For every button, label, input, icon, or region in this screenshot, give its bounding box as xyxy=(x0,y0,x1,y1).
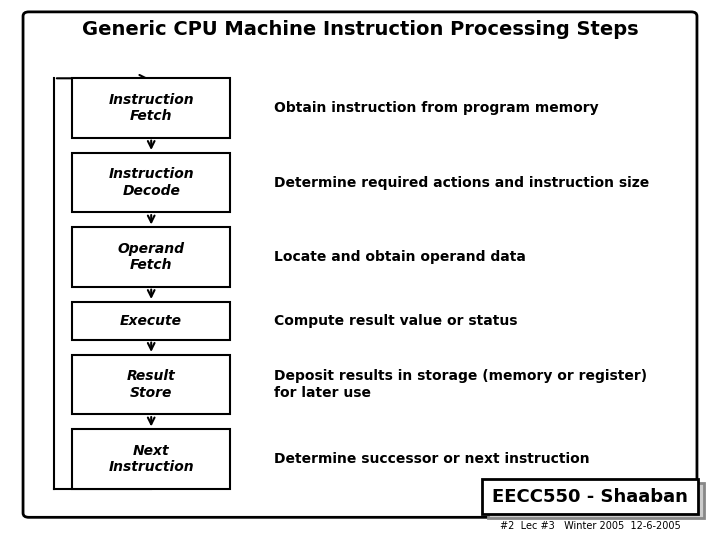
Bar xyxy=(72,429,230,489)
Text: Determine successor or next instruction: Determine successor or next instruction xyxy=(274,452,589,466)
Text: Instruction
Fetch: Instruction Fetch xyxy=(109,93,194,123)
Bar xyxy=(72,78,230,138)
Bar xyxy=(488,483,704,518)
Bar xyxy=(72,302,230,340)
Text: Compute result value or status: Compute result value or status xyxy=(274,314,517,328)
Text: Locate and obtain operand data: Locate and obtain operand data xyxy=(274,250,526,264)
Text: Instruction
Decode: Instruction Decode xyxy=(109,167,194,198)
Text: Execute: Execute xyxy=(120,314,182,328)
Bar xyxy=(482,479,698,514)
Text: Obtain instruction from program memory: Obtain instruction from program memory xyxy=(274,101,598,115)
Text: Deposit results in storage (memory or register)
for later use: Deposit results in storage (memory or re… xyxy=(274,369,647,400)
Text: Determine required actions and instruction size: Determine required actions and instructi… xyxy=(274,176,649,190)
Text: Generic CPU Machine Instruction Processing Steps: Generic CPU Machine Instruction Processi… xyxy=(81,20,639,39)
Bar xyxy=(72,355,230,414)
Text: Operand
Fetch: Operand Fetch xyxy=(117,242,185,272)
Bar xyxy=(72,227,230,287)
FancyBboxPatch shape xyxy=(23,12,697,517)
Text: #2  Lec #3   Winter 2005  12-6-2005: #2 Lec #3 Winter 2005 12-6-2005 xyxy=(500,521,681,531)
Text: EECC550 - Shaaban: EECC550 - Shaaban xyxy=(492,488,688,505)
Text: Next
Instruction: Next Instruction xyxy=(109,444,194,474)
Text: Result
Store: Result Store xyxy=(127,369,176,400)
Bar xyxy=(72,153,230,212)
